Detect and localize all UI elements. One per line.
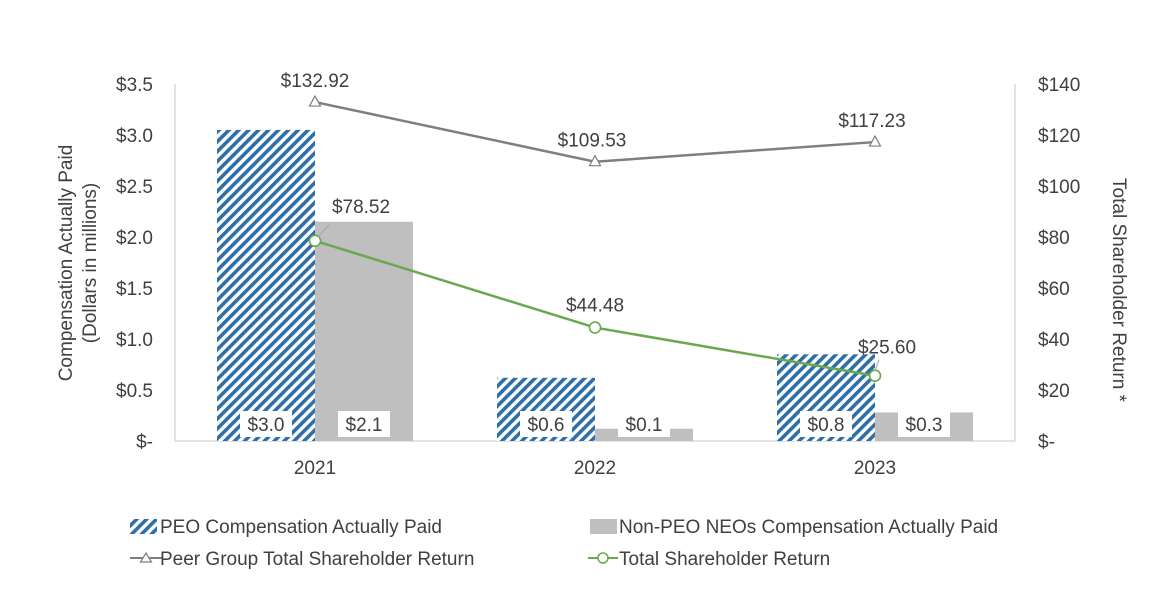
non-peo-bar-value-label: $2.1 xyxy=(346,415,383,436)
right-tick-label: $120 xyxy=(1038,126,1080,147)
left-tick-label: $2.5 xyxy=(116,177,153,198)
right-tick-label: $20 xyxy=(1038,381,1070,402)
left-axis-title-line2: (Dollars in millions) xyxy=(80,183,101,343)
left-tick-label: $2.0 xyxy=(116,228,153,249)
category-label: 2021 xyxy=(294,458,336,479)
tsr-marker xyxy=(308,234,322,248)
category-label: 2022 xyxy=(574,458,616,479)
right-tick-label: $40 xyxy=(1038,330,1070,351)
peer-tsr-value-label: $109.53 xyxy=(558,131,627,152)
tsr-marker xyxy=(588,321,602,334)
lines: $132.92 $109.53 $117.23 $78.52 $44.48 $25.60 xyxy=(281,71,916,383)
tsr-value-label: $25.60 xyxy=(858,338,916,359)
peo-bar xyxy=(217,129,315,441)
left-tick-label: $1.0 xyxy=(116,330,153,351)
peer-tsr-marker xyxy=(588,154,602,167)
tsr-value-label: $44.48 xyxy=(566,296,624,317)
left-tick-label: $- xyxy=(136,432,153,453)
right-tick-label: $100 xyxy=(1038,177,1080,198)
tsr-leader-line xyxy=(317,224,330,238)
bars: $3.0 $2.1 $0.6 $0.1 $0.8 $0.3 xyxy=(217,129,973,441)
right-tick-label: $80 xyxy=(1038,228,1070,249)
non-peo-bar-value-label: $0.3 xyxy=(906,415,943,436)
legend-label-tsr: Total Shareholder Return xyxy=(619,549,830,570)
left-tick-label: $3.5 xyxy=(116,75,153,96)
left-tick-label: $3.0 xyxy=(116,126,153,147)
non-peo-bar-value-label: $0.1 xyxy=(626,415,663,436)
peo-bar-label-box xyxy=(520,411,572,437)
right-tick-label: $60 xyxy=(1038,279,1070,300)
tsr-marker xyxy=(868,369,882,383)
peo-bar-value-label: $3.0 xyxy=(248,415,285,436)
peo-bar-value-label: $0.8 xyxy=(808,415,845,436)
peer-tsr-value-label: $132.92 xyxy=(281,71,350,92)
tsr-value-label: $78.52 xyxy=(332,197,390,218)
legend-label-peo: PEO Compensation Actually Paid xyxy=(160,517,442,538)
right-tick-label: $140 xyxy=(1038,75,1080,96)
peer-tsr-value-label: $117.23 xyxy=(838,111,905,132)
category-labels: 2021 2022 2023 xyxy=(294,458,896,479)
non-peo-bar-label-box xyxy=(898,411,950,437)
left-axis-ticks: $- $0.5 $1.0 $1.5 $2.0 $2.5 $3.0 $3.5 xyxy=(116,75,153,453)
legend-label-non-peo: Non-PEO NEOs Compensation Actually Paid xyxy=(619,517,998,538)
legend-swatch-non-peo xyxy=(590,519,617,534)
legend: PEO Compensation Actually Paid Non-PEO N… xyxy=(130,517,998,570)
right-axis-ticks: $- $20 $40 $60 $80 $100 $120 $140 xyxy=(1038,75,1080,453)
legend-marker-tsr xyxy=(597,552,609,564)
peo-bar-value-label: $0.6 xyxy=(528,415,565,436)
left-tick-label: $1.5 xyxy=(116,279,153,300)
right-axis-title: Total Shareholder Return * xyxy=(1108,178,1129,403)
peer-tsr-marker xyxy=(308,94,322,107)
peer-tsr-marker xyxy=(868,134,882,147)
right-tick-label: $- xyxy=(1038,432,1055,453)
legend-marker-peer xyxy=(139,551,153,563)
left-tick-label: $0.5 xyxy=(116,381,153,402)
peo-bar-label-box xyxy=(800,411,852,437)
peo-bar-label-box xyxy=(240,411,292,437)
left-axis-title-line1: Compensation Actually Paid xyxy=(56,145,77,382)
legend-swatch-peo xyxy=(130,519,157,534)
non-peo-bar-label-box xyxy=(338,411,390,437)
legend-label-peer: Peer Group Total Shareholder Return xyxy=(160,549,474,570)
category-label: 2023 xyxy=(854,458,896,479)
non-peo-bar-label-box xyxy=(618,411,670,437)
non-peo-bar xyxy=(315,221,413,441)
tsr-leader-line xyxy=(874,359,880,371)
